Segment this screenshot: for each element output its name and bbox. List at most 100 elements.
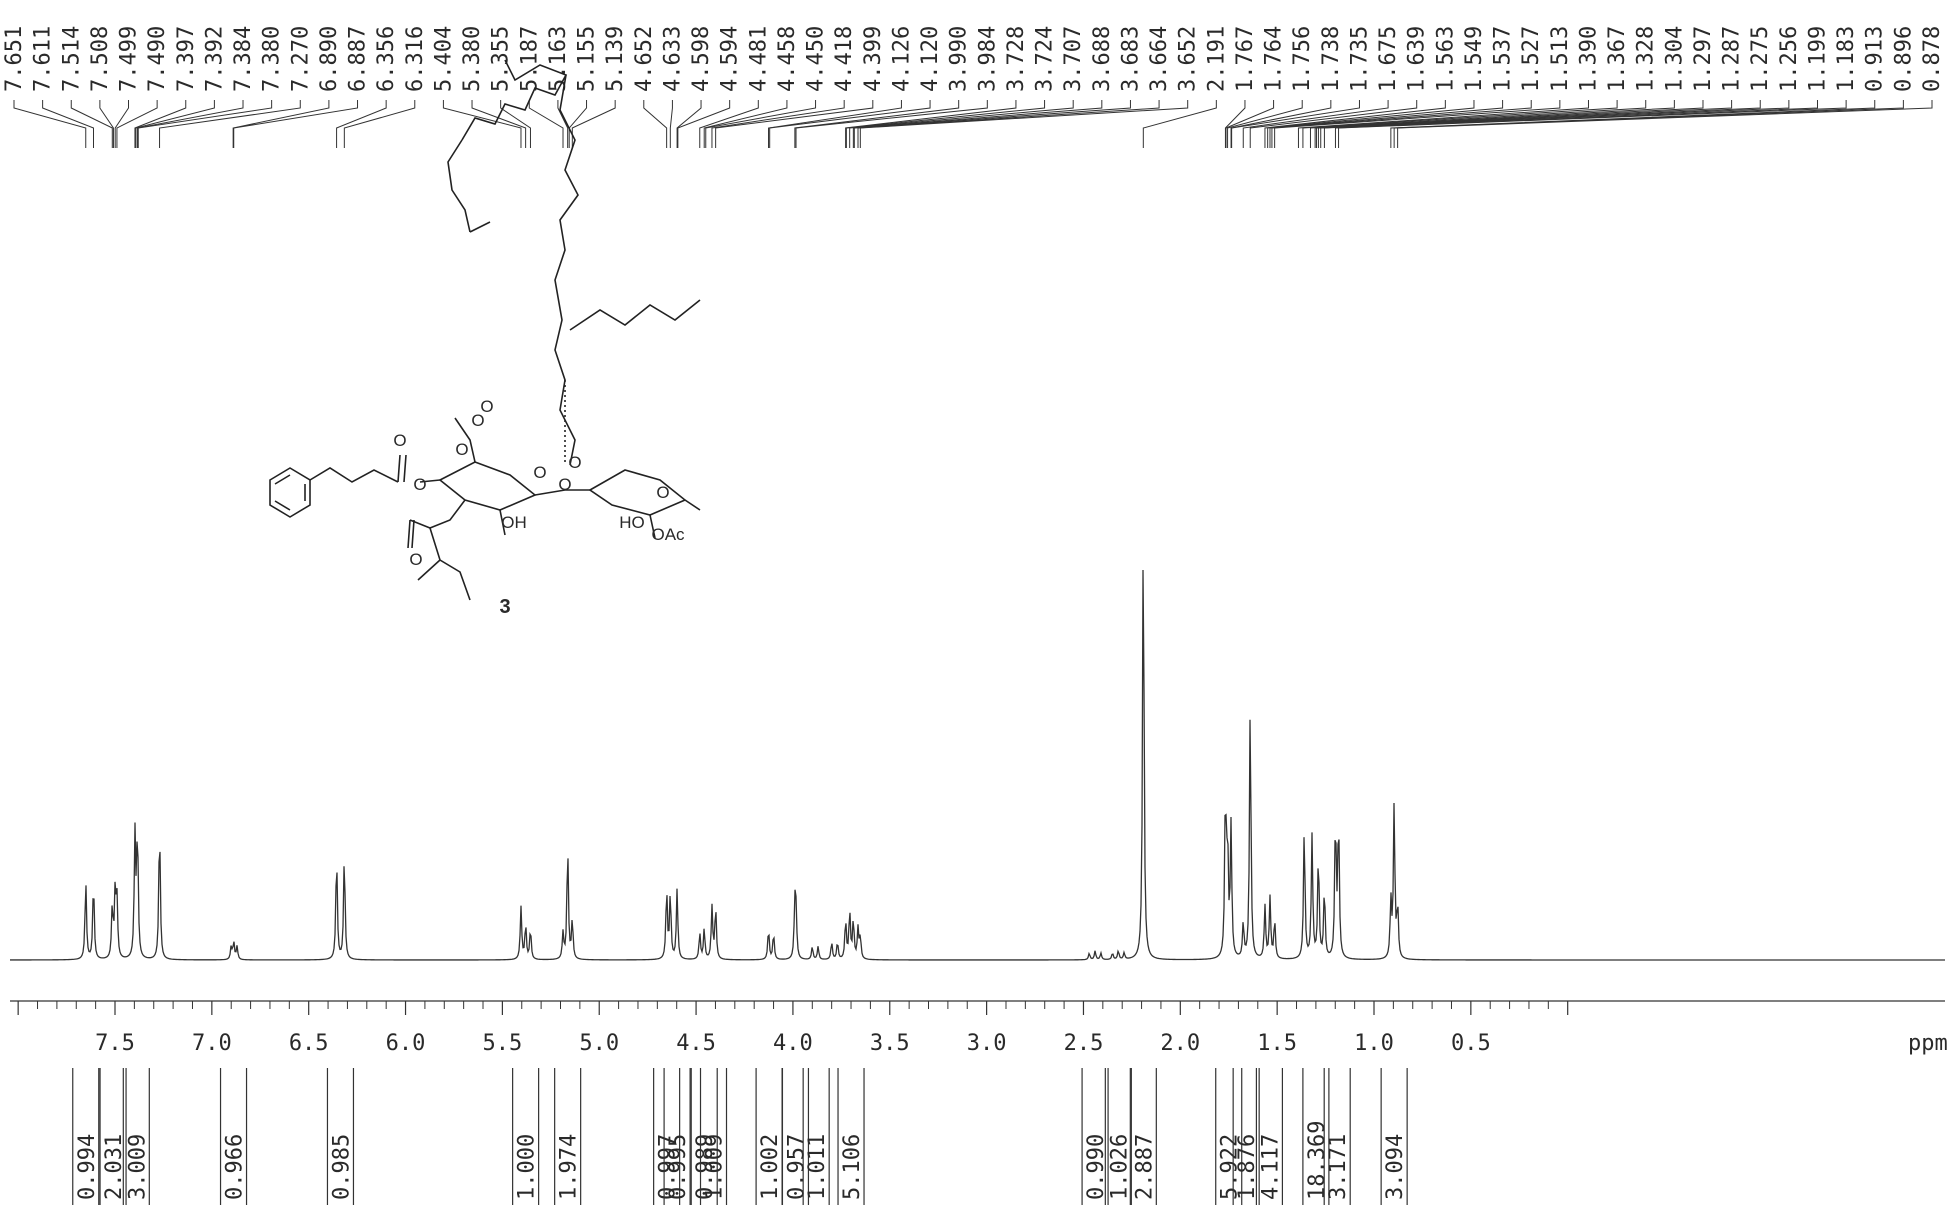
peak-leader-line [859,100,1189,148]
peak-leader-line [768,100,902,148]
peak-label: 1.639 [1405,26,1430,92]
peak-label: 1.367 [1605,26,1630,92]
peak-label: 1.767 [1233,26,1258,92]
peak-leader-line [1393,100,1904,148]
peak-leader-line [705,100,817,148]
peak-label: 1.764 [1262,26,1287,92]
peak-label: 1.256 [1777,26,1802,92]
peak-leader-line [1274,100,1561,148]
integral-value: 5.922 [1218,1134,1243,1200]
peak-leader-line [795,100,988,148]
peak-leader-line [114,100,130,148]
peak-label: 1.199 [1805,26,1830,92]
peak-leader-line [1249,100,1418,148]
integral-region: 0.995 [663,1068,691,1205]
integral-bracket [219,1068,248,1205]
integral-region: 1.026 [1104,1068,1132,1205]
integral-region: 0.966 [219,1068,248,1205]
peak-label: 4.450 [804,26,829,92]
integral-bracket [1104,1068,1132,1205]
chemical-structure [269,59,701,601]
peak-leader-line [1225,100,1275,148]
peak-label-leaders [13,100,1933,148]
peak-leader-line [1314,100,1675,148]
peak-leader-line [1227,100,1303,148]
peak-label: 5.404 [431,26,456,92]
peak-label: 3.707 [1061,26,1086,92]
peak-label: 6.316 [403,26,428,92]
peak-leader-line [857,100,1160,148]
peak-leader-line [852,100,1103,148]
peak-leader-line [1264,100,1446,148]
peak-leader-line [849,100,1074,148]
integral-region: 1.011 [802,1068,830,1205]
integral-value: 2.887 [1132,1134,1157,1200]
peak-label: 3.990 [947,26,972,92]
peak-leader-line [116,100,158,148]
peak-leader-line [134,100,187,148]
x-tick-label: 1.0 [1354,1031,1394,1056]
atom-label: O [471,411,484,430]
peak-leader-line [1224,100,1246,148]
peak-label: 5.155 [575,26,600,92]
atom-label: O [413,475,426,494]
peak-leader-line [70,100,113,148]
integral-value: 1.000 [515,1134,540,1200]
integral-value: 1.974 [557,1134,582,1200]
peak-leader-line [715,100,874,148]
peak-label: 6.890 [317,26,342,92]
atom-label: OH [501,513,527,532]
integral-bracket [326,1068,355,1205]
ester-linker-upper [447,139,471,233]
integral-bracket [1255,1068,1284,1205]
peak-leader-line [1302,100,1618,148]
peak-leader-line [571,100,616,148]
peak-label: 5.163 [546,26,571,92]
x-tick-label: 4.5 [676,1031,716,1056]
peak-label: 7.490 [145,26,170,92]
peak-leader-line [1397,100,1933,148]
integral-region: 2.887 [1129,1068,1157,1205]
cinnamoyl-carbonyl [397,454,407,483]
integral-bracket [554,1068,582,1205]
peak-leader-line [528,100,564,148]
peak-label: 1.738 [1319,26,1344,92]
cinnamoyl-chain [309,467,399,483]
peak-leader-line [1317,100,1733,148]
peak-leader-line [159,100,301,148]
atom-label: O [480,397,493,416]
peak-leader-line [711,100,845,148]
integral-bracket [1215,1068,1243,1205]
integral-value: 3.009 [125,1134,150,1200]
peak-leader-line [343,100,416,148]
peak-label: 7.514 [59,26,84,92]
integral-value: 0.997 [656,1134,681,1200]
peak-leader-line [1230,100,1332,148]
sugar-ring-1 [438,461,537,511]
atom-label: OAc [651,525,685,544]
peak-leader-line [137,100,273,148]
integral-region: 3.171 [1323,1068,1351,1205]
peak-leader-line [699,100,759,148]
atom-label: O [568,453,581,472]
x-tick-label: 2.0 [1160,1031,1200,1056]
peak-leader-line [703,100,788,148]
integral-bracket [1129,1068,1157,1205]
alkyl-chain-upper [461,59,568,141]
integral-region: 0.994 [72,1068,100,1205]
integral-region: 5.922 [1215,1068,1243,1205]
peak-label: 3.984 [975,26,1000,92]
integral-region: 3.009 [122,1068,150,1205]
integral-bracket [781,1068,810,1205]
x-tick-label: 6.5 [289,1031,329,1056]
integral-value: 0.995 [666,1134,691,1200]
x-tick-label: 5.5 [483,1031,523,1056]
peak-leader-line [794,100,960,148]
peak-label: 7.499 [117,26,142,92]
peak-label: 1.287 [1720,26,1745,92]
integral-bracket [802,1068,830,1205]
peak-leader-line [135,100,215,148]
peak-leader-line [442,100,522,148]
peak-label: 7.611 [31,26,56,92]
